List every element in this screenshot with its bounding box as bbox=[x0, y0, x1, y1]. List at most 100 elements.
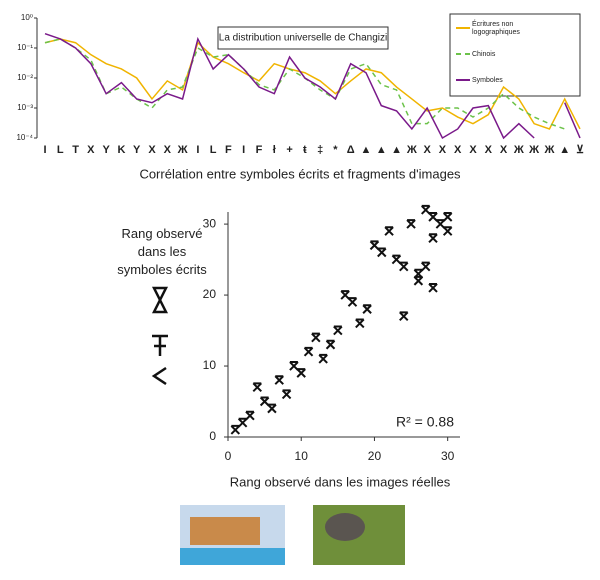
x-tick-label: I bbox=[242, 144, 245, 156]
point bbox=[362, 304, 372, 314]
x-tick-label: ▲ bbox=[361, 144, 372, 156]
point bbox=[259, 396, 270, 407]
x-tick-label: ▲ bbox=[559, 144, 570, 156]
y-tick-label: 10⁻¹ bbox=[17, 43, 33, 52]
x-axis-label: Rang observé dans les images réelles bbox=[230, 474, 451, 489]
x-tick-label: Ж bbox=[528, 144, 539, 156]
x-tick-label: X bbox=[87, 144, 95, 156]
legend-label: Chinois bbox=[472, 51, 496, 58]
glyph-icons bbox=[151, 286, 169, 386]
point bbox=[377, 247, 387, 258]
legend-label: Symboles bbox=[472, 77, 503, 84]
point bbox=[442, 212, 453, 222]
y-tick-label: 10⁻³ bbox=[17, 103, 33, 112]
annotation: R² = 0.88 bbox=[396, 414, 454, 430]
x-tick-label: * bbox=[333, 144, 338, 156]
point bbox=[296, 368, 306, 378]
x-tick-label: X bbox=[454, 144, 462, 156]
y-tick-label: 20 bbox=[203, 287, 217, 301]
x-tick-label: X bbox=[423, 144, 431, 156]
point bbox=[281, 389, 292, 400]
x-tick-label: X bbox=[500, 144, 508, 156]
point bbox=[355, 318, 365, 329]
point bbox=[428, 233, 438, 243]
legend-label-box: Écritures non logographiques bbox=[472, 21, 520, 36]
point bbox=[325, 339, 336, 350]
x-tick-label: ▲ bbox=[376, 144, 387, 156]
point bbox=[428, 212, 438, 222]
point bbox=[303, 346, 314, 357]
point bbox=[311, 332, 321, 343]
x-tick-label: Ж bbox=[406, 144, 417, 156]
legend-label-box: Chinois bbox=[472, 51, 496, 58]
point bbox=[237, 417, 248, 428]
y-axis-label-box: Rang observé dans les symboles écrits bbox=[117, 226, 207, 277]
point bbox=[421, 204, 431, 215]
x-tick-label: ł bbox=[273, 144, 276, 156]
point bbox=[333, 325, 343, 336]
legend-label: Écritures non logographiques bbox=[472, 21, 520, 36]
y-tick-label: 10⁻² bbox=[17, 73, 33, 82]
point bbox=[267, 403, 277, 414]
glyph bbox=[152, 334, 168, 356]
line-series bbox=[44, 32, 535, 140]
title-box bbox=[217, 26, 389, 50]
y-axis-label: Rang observé dans les symboles écrits bbox=[117, 226, 207, 277]
x-tick-label: F bbox=[256, 144, 263, 156]
x-tick-label: I bbox=[196, 144, 199, 156]
x-tick-label: ⊻ bbox=[576, 144, 584, 156]
x-tick-label: L bbox=[210, 144, 217, 156]
point bbox=[391, 254, 402, 265]
x-tick-label: X bbox=[148, 144, 156, 156]
x-tick-label: 20 bbox=[368, 449, 382, 463]
x-tick-label: 10 bbox=[295, 449, 309, 463]
point bbox=[230, 424, 241, 435]
legend-box bbox=[449, 13, 581, 97]
x-tick-label: Ж bbox=[513, 144, 524, 156]
x-tick-label: Δ bbox=[347, 144, 355, 156]
house bbox=[190, 517, 260, 545]
y-tick-label: 10⁰ bbox=[21, 13, 33, 22]
point bbox=[318, 353, 328, 364]
point bbox=[413, 275, 424, 286]
x-tick-label: T bbox=[72, 144, 79, 156]
x-tick-label: L bbox=[57, 144, 64, 156]
point bbox=[347, 297, 358, 307]
chart-title: La distribution universelle de Changizi bbox=[219, 33, 387, 44]
x-tick-label: ŧ bbox=[303, 144, 307, 156]
glyph bbox=[151, 366, 167, 386]
point bbox=[399, 311, 409, 322]
glyph bbox=[151, 286, 169, 314]
x-tick-label: Y bbox=[133, 144, 141, 156]
point bbox=[340, 290, 350, 300]
legend-label-box: Symboles bbox=[472, 77, 503, 84]
x-tick-label: X bbox=[439, 144, 447, 156]
x-tick-label: X bbox=[164, 144, 172, 156]
elephant bbox=[325, 513, 365, 541]
point bbox=[399, 261, 409, 272]
point bbox=[369, 240, 380, 251]
x-tick-label: K bbox=[117, 144, 125, 156]
point bbox=[245, 410, 255, 421]
y-tick-label: 10⁻⁴ bbox=[16, 133, 33, 142]
y-tick-label: 10 bbox=[203, 358, 217, 372]
x-tick-label: ‡ bbox=[317, 144, 323, 156]
point bbox=[442, 226, 453, 236]
point bbox=[421, 261, 431, 272]
x-tick-label: 0 bbox=[225, 449, 232, 463]
point bbox=[406, 219, 416, 229]
point bbox=[428, 282, 438, 293]
y-tick-label: 0 bbox=[209, 429, 216, 443]
x-tick-label: 30 bbox=[441, 449, 455, 463]
x-tick-label: Ж bbox=[543, 144, 554, 156]
point bbox=[435, 219, 446, 229]
x-tick-label: Y bbox=[102, 144, 110, 156]
photos bbox=[180, 505, 405, 565]
x-tick-label: F bbox=[225, 144, 232, 156]
point bbox=[413, 268, 424, 279]
x-tick-label: Ж bbox=[177, 144, 188, 156]
pool bbox=[180, 548, 285, 565]
caption: Corrélation entre symboles écrits et fra… bbox=[139, 166, 461, 181]
